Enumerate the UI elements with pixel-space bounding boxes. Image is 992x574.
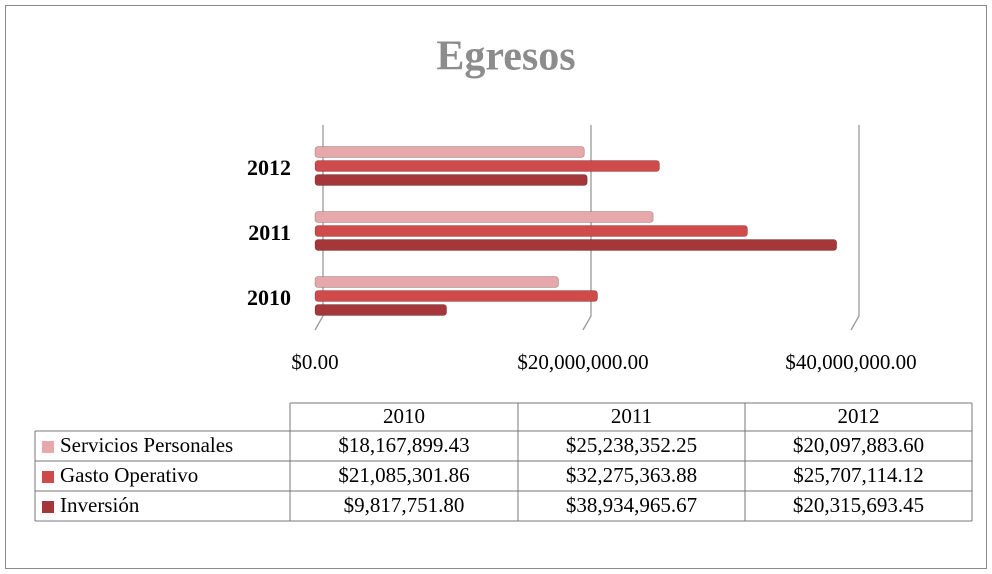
legend-swatch <box>42 501 54 513</box>
data-table: 2010 2011 2012 Servicios Personales $18,167,… <box>34 402 973 522</box>
x-tick-label: $20,000,000.00 <box>517 350 648 374</box>
y-tick-label: 2012 <box>247 155 291 180</box>
legend-label: Inversión <box>60 493 140 517</box>
table-cell: $20,097,883.60 <box>793 433 924 457</box>
legend-swatch <box>42 441 54 453</box>
bar <box>314 146 585 158</box>
bar <box>314 174 588 186</box>
x-tick-label: $0.00 <box>291 350 338 374</box>
bar <box>314 211 654 223</box>
table-header: 2012 <box>838 404 880 428</box>
table-cell: $25,707,114.12 <box>793 463 923 487</box>
table-header: 2011 <box>611 404 652 428</box>
table-header: 2010 <box>383 404 425 428</box>
x-tick-label: $40,000,000.00 <box>785 350 916 374</box>
grid-line <box>850 125 860 331</box>
table-cell: $25,238,352.25 <box>566 433 697 457</box>
bar <box>314 290 598 302</box>
legend-label: Servicios Personales <box>60 433 233 457</box>
y-tick-label: 2010 <box>247 285 291 310</box>
bar <box>314 276 559 288</box>
grid-line <box>582 125 592 331</box>
table-cell: $20,315,693.45 <box>793 493 924 517</box>
table-cell: $38,934,965.67 <box>566 493 697 517</box>
y-tick-label: 2011 <box>248 220 291 245</box>
table-cell: $32,275,363.88 <box>566 463 697 487</box>
table-cell: $18,167,899.43 <box>338 433 469 457</box>
bar <box>314 160 660 172</box>
grid-line <box>314 125 324 331</box>
chart-title: Egresos <box>436 34 575 80</box>
bar <box>314 225 748 237</box>
table-cell: $9,817,751.80 <box>344 493 465 517</box>
bar <box>314 304 447 316</box>
bar <box>314 239 838 251</box>
table-cell: $21,085,301.86 <box>338 463 469 487</box>
legend-label: Gasto Operativo <box>60 463 198 487</box>
legend-swatch <box>42 471 54 483</box>
